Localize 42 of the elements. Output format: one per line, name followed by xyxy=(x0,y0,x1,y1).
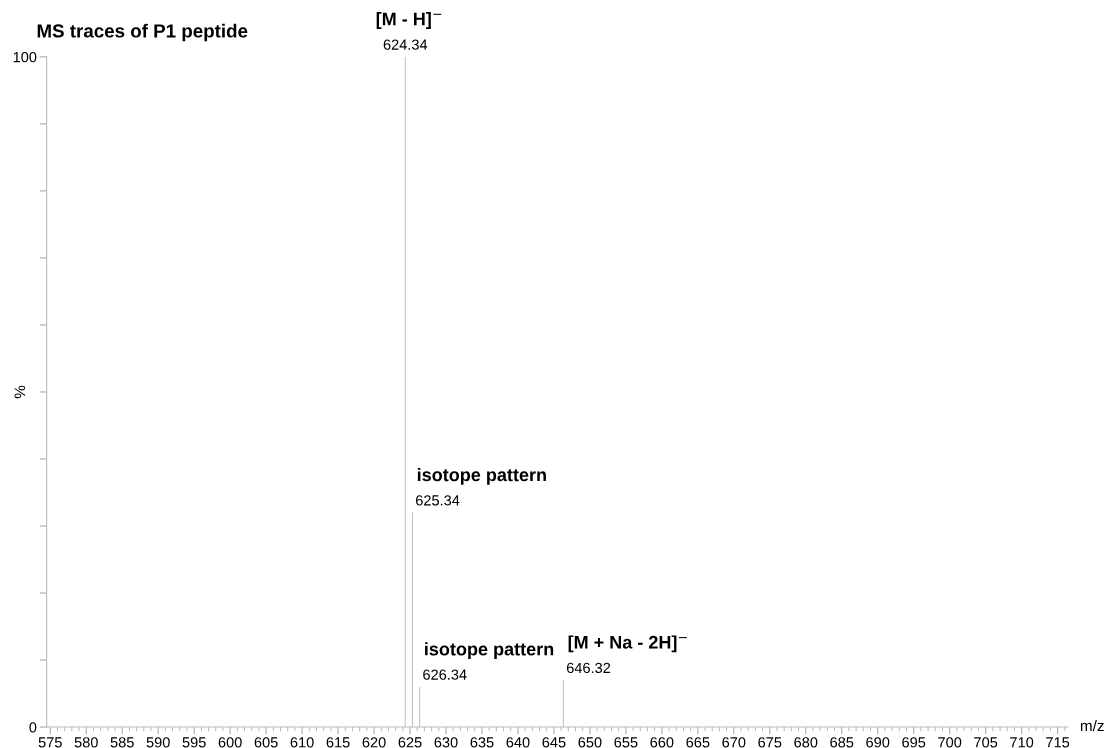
x-tick-label: 590 xyxy=(146,737,170,748)
x-tick-label: 575 xyxy=(38,737,62,748)
x-tick-label: 620 xyxy=(362,737,386,748)
x-tick-label: 695 xyxy=(902,737,926,748)
x-tick-label: 670 xyxy=(722,737,746,748)
x-tick-label: 635 xyxy=(470,737,494,748)
annotation: 646.32 xyxy=(566,662,611,674)
x-tick-label: 690 xyxy=(866,737,890,748)
x-tick-label: 665 xyxy=(686,737,710,748)
annotation: [M + Na - 2H]$^{−}$ xyxy=(568,635,687,653)
x-tick-label: 700 xyxy=(938,737,962,748)
x-tick-label: 595 xyxy=(182,737,206,748)
x-tick-label: 630 xyxy=(434,737,458,748)
annotation: isotope pattern xyxy=(417,467,546,485)
x-axis-title: m/z xyxy=(1080,719,1104,732)
annotation: 625.34 xyxy=(415,495,460,506)
annotation: 624.34 xyxy=(383,39,428,50)
chart-title: MS traces of P1 peptide xyxy=(37,23,248,42)
x-tick-label: 710 xyxy=(1010,737,1034,748)
x-tick-label: 640 xyxy=(506,737,530,748)
x-tick-label: 680 xyxy=(794,737,818,748)
x-tick-label: 705 xyxy=(974,737,998,748)
x-tick-label: 715 xyxy=(1046,737,1070,748)
y-tick-label: 100 xyxy=(13,51,37,63)
x-tick-label: 600 xyxy=(218,737,242,748)
x-tick-label: 585 xyxy=(110,737,134,748)
x-tick-label: 625 xyxy=(398,737,422,748)
x-tick-label: 675 xyxy=(758,737,782,748)
x-tick-label: 580 xyxy=(74,737,98,748)
y-tick-label: 0 xyxy=(29,722,37,733)
annotation: [M - H]$^{−}$ xyxy=(376,12,442,29)
x-tick-label: 655 xyxy=(614,737,638,748)
x-tick-label: 610 xyxy=(290,737,314,748)
y-axis-title: % xyxy=(14,385,26,399)
x-tick-label: 615 xyxy=(326,737,350,748)
x-tick-label: 685 xyxy=(830,737,854,748)
x-tick-label: 650 xyxy=(578,737,602,748)
annotation: 626.34 xyxy=(423,669,467,680)
x-tick-label: 645 xyxy=(542,737,566,748)
x-tick-label: 605 xyxy=(254,737,278,748)
annotation: isotope pattern xyxy=(425,642,554,660)
x-tick-label: 660 xyxy=(650,737,674,748)
